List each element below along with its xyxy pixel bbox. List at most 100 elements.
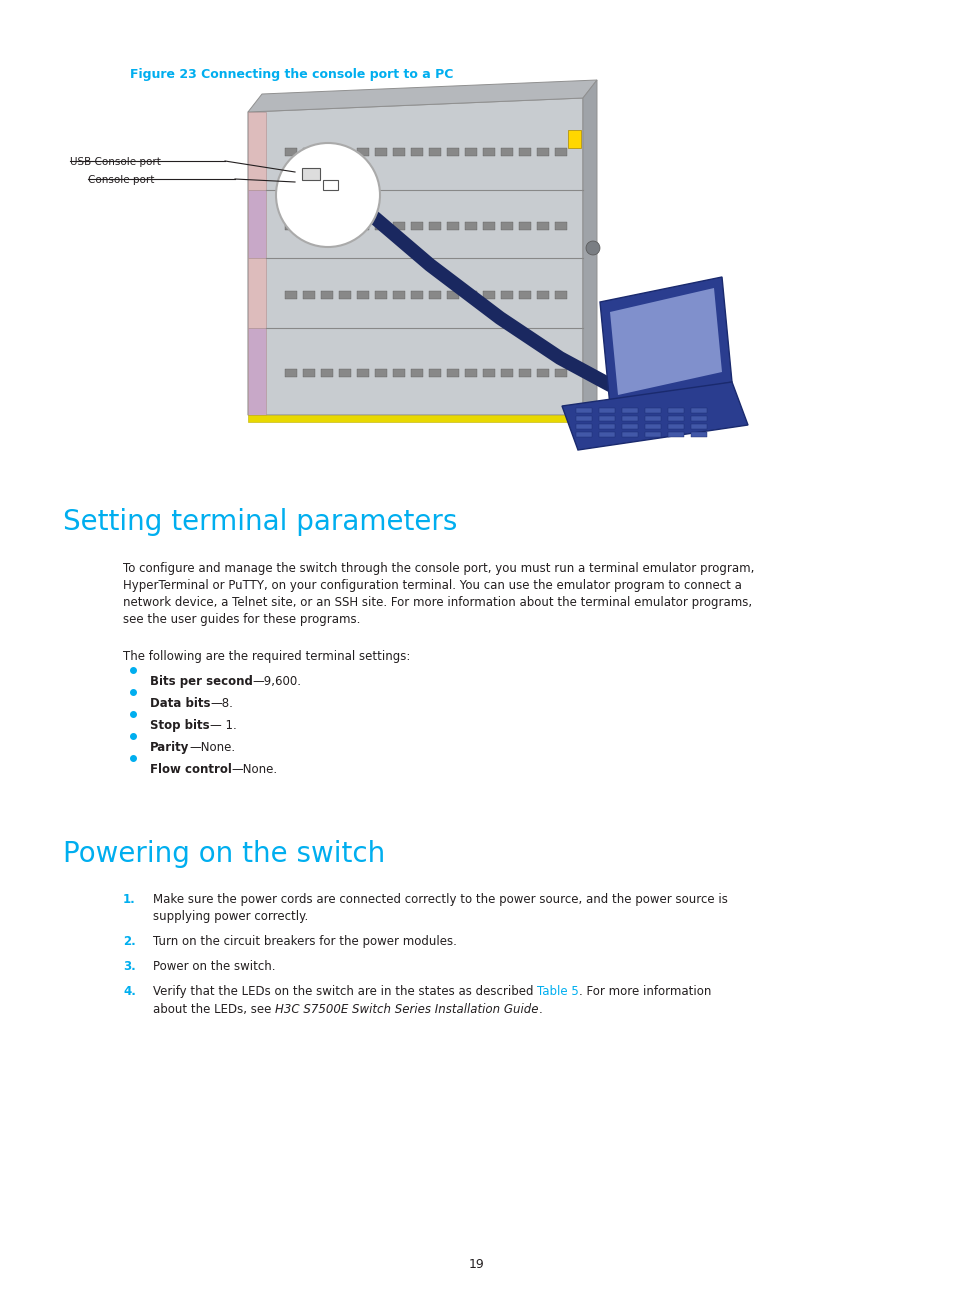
Text: Turn on the circuit breakers for the power modules.: Turn on the circuit breakers for the pow… <box>152 934 456 947</box>
Bar <box>567 130 580 148</box>
Bar <box>285 222 296 229</box>
Bar <box>285 292 296 299</box>
Bar <box>338 148 351 156</box>
Polygon shape <box>561 382 747 450</box>
Text: —None.: —None. <box>190 741 235 754</box>
Text: Bits per second: Bits per second <box>150 675 253 688</box>
Bar <box>411 369 422 377</box>
Bar <box>393 292 405 299</box>
Bar <box>393 148 405 156</box>
Text: Parity: Parity <box>150 741 190 754</box>
Bar <box>690 416 706 421</box>
Text: .: . <box>538 1003 542 1016</box>
Text: Powering on the switch: Powering on the switch <box>63 840 385 868</box>
Bar <box>285 148 296 156</box>
Bar <box>248 415 582 422</box>
Bar <box>555 369 566 377</box>
Text: about the LEDs, see: about the LEDs, see <box>152 1003 274 1016</box>
Bar <box>447 369 458 377</box>
Text: HyperTerminal or PuTTY, on your configuration terminal. You can use the emulator: HyperTerminal or PuTTY, on your configur… <box>123 579 741 592</box>
Bar <box>375 148 387 156</box>
Bar <box>482 369 495 377</box>
Bar <box>393 369 405 377</box>
Polygon shape <box>248 80 597 111</box>
Bar <box>320 292 333 299</box>
Text: Console port: Console port <box>88 175 154 185</box>
Bar <box>338 369 351 377</box>
Bar <box>555 148 566 156</box>
Bar <box>356 292 369 299</box>
Text: — 1.: — 1. <box>210 719 236 732</box>
Bar <box>537 148 548 156</box>
Bar <box>518 369 531 377</box>
Bar <box>356 222 369 229</box>
Bar <box>303 222 314 229</box>
Bar <box>429 369 440 377</box>
Bar <box>411 292 422 299</box>
Circle shape <box>585 241 599 255</box>
Polygon shape <box>248 98 582 415</box>
Bar <box>500 148 513 156</box>
Polygon shape <box>248 258 266 328</box>
Text: . For more information: . For more information <box>578 985 711 998</box>
Polygon shape <box>599 277 731 406</box>
Bar <box>464 292 476 299</box>
Bar <box>375 222 387 229</box>
Bar <box>555 292 566 299</box>
Bar <box>338 292 351 299</box>
Bar <box>482 292 495 299</box>
Bar <box>518 148 531 156</box>
Bar <box>429 148 440 156</box>
Polygon shape <box>609 288 721 395</box>
Bar <box>500 369 513 377</box>
Bar <box>690 424 706 429</box>
Bar <box>576 416 592 421</box>
Bar <box>690 408 706 413</box>
Text: network device, a Telnet site, or an SSH site. For more information about the te: network device, a Telnet site, or an SSH… <box>123 596 751 609</box>
Text: 3.: 3. <box>123 960 135 973</box>
Text: —None.: —None. <box>232 763 277 776</box>
Bar <box>644 416 660 421</box>
Bar <box>447 222 458 229</box>
Bar <box>518 292 531 299</box>
Polygon shape <box>248 111 266 191</box>
Bar <box>411 148 422 156</box>
Text: Data bits: Data bits <box>150 697 211 710</box>
Text: 2.: 2. <box>123 934 135 947</box>
Text: supplying power correctly.: supplying power correctly. <box>152 910 308 923</box>
Text: To configure and manage the switch through the console port, you must run a term: To configure and manage the switch throu… <box>123 562 754 575</box>
Bar <box>375 292 387 299</box>
Bar <box>621 432 638 437</box>
Text: —9,600.: —9,600. <box>253 675 301 688</box>
Bar <box>464 369 476 377</box>
Bar <box>285 369 296 377</box>
Text: 4.: 4. <box>123 985 135 998</box>
Bar <box>464 222 476 229</box>
Bar <box>393 222 405 229</box>
Bar <box>338 222 351 229</box>
Bar <box>667 408 683 413</box>
Polygon shape <box>582 80 597 415</box>
Bar <box>356 148 369 156</box>
Bar <box>323 180 337 191</box>
Text: 1.: 1. <box>123 893 135 906</box>
Bar <box>576 432 592 437</box>
Bar <box>464 148 476 156</box>
Bar <box>375 369 387 377</box>
Bar <box>690 432 706 437</box>
Bar <box>411 222 422 229</box>
Text: H3C S7500E Switch Series Installation Guide: H3C S7500E Switch Series Installation Gu… <box>274 1003 538 1016</box>
Bar <box>644 432 660 437</box>
Bar <box>667 432 683 437</box>
Text: Figure 23 Connecting the console port to a PC: Figure 23 Connecting the console port to… <box>130 67 453 80</box>
Bar <box>598 432 615 437</box>
Bar <box>667 424 683 429</box>
Circle shape <box>275 143 379 248</box>
Bar <box>555 222 566 229</box>
Text: Stop bits: Stop bits <box>150 719 210 732</box>
Bar <box>447 292 458 299</box>
Bar <box>320 148 333 156</box>
Text: —8.: —8. <box>211 697 233 710</box>
Bar <box>500 222 513 229</box>
Polygon shape <box>248 328 266 415</box>
